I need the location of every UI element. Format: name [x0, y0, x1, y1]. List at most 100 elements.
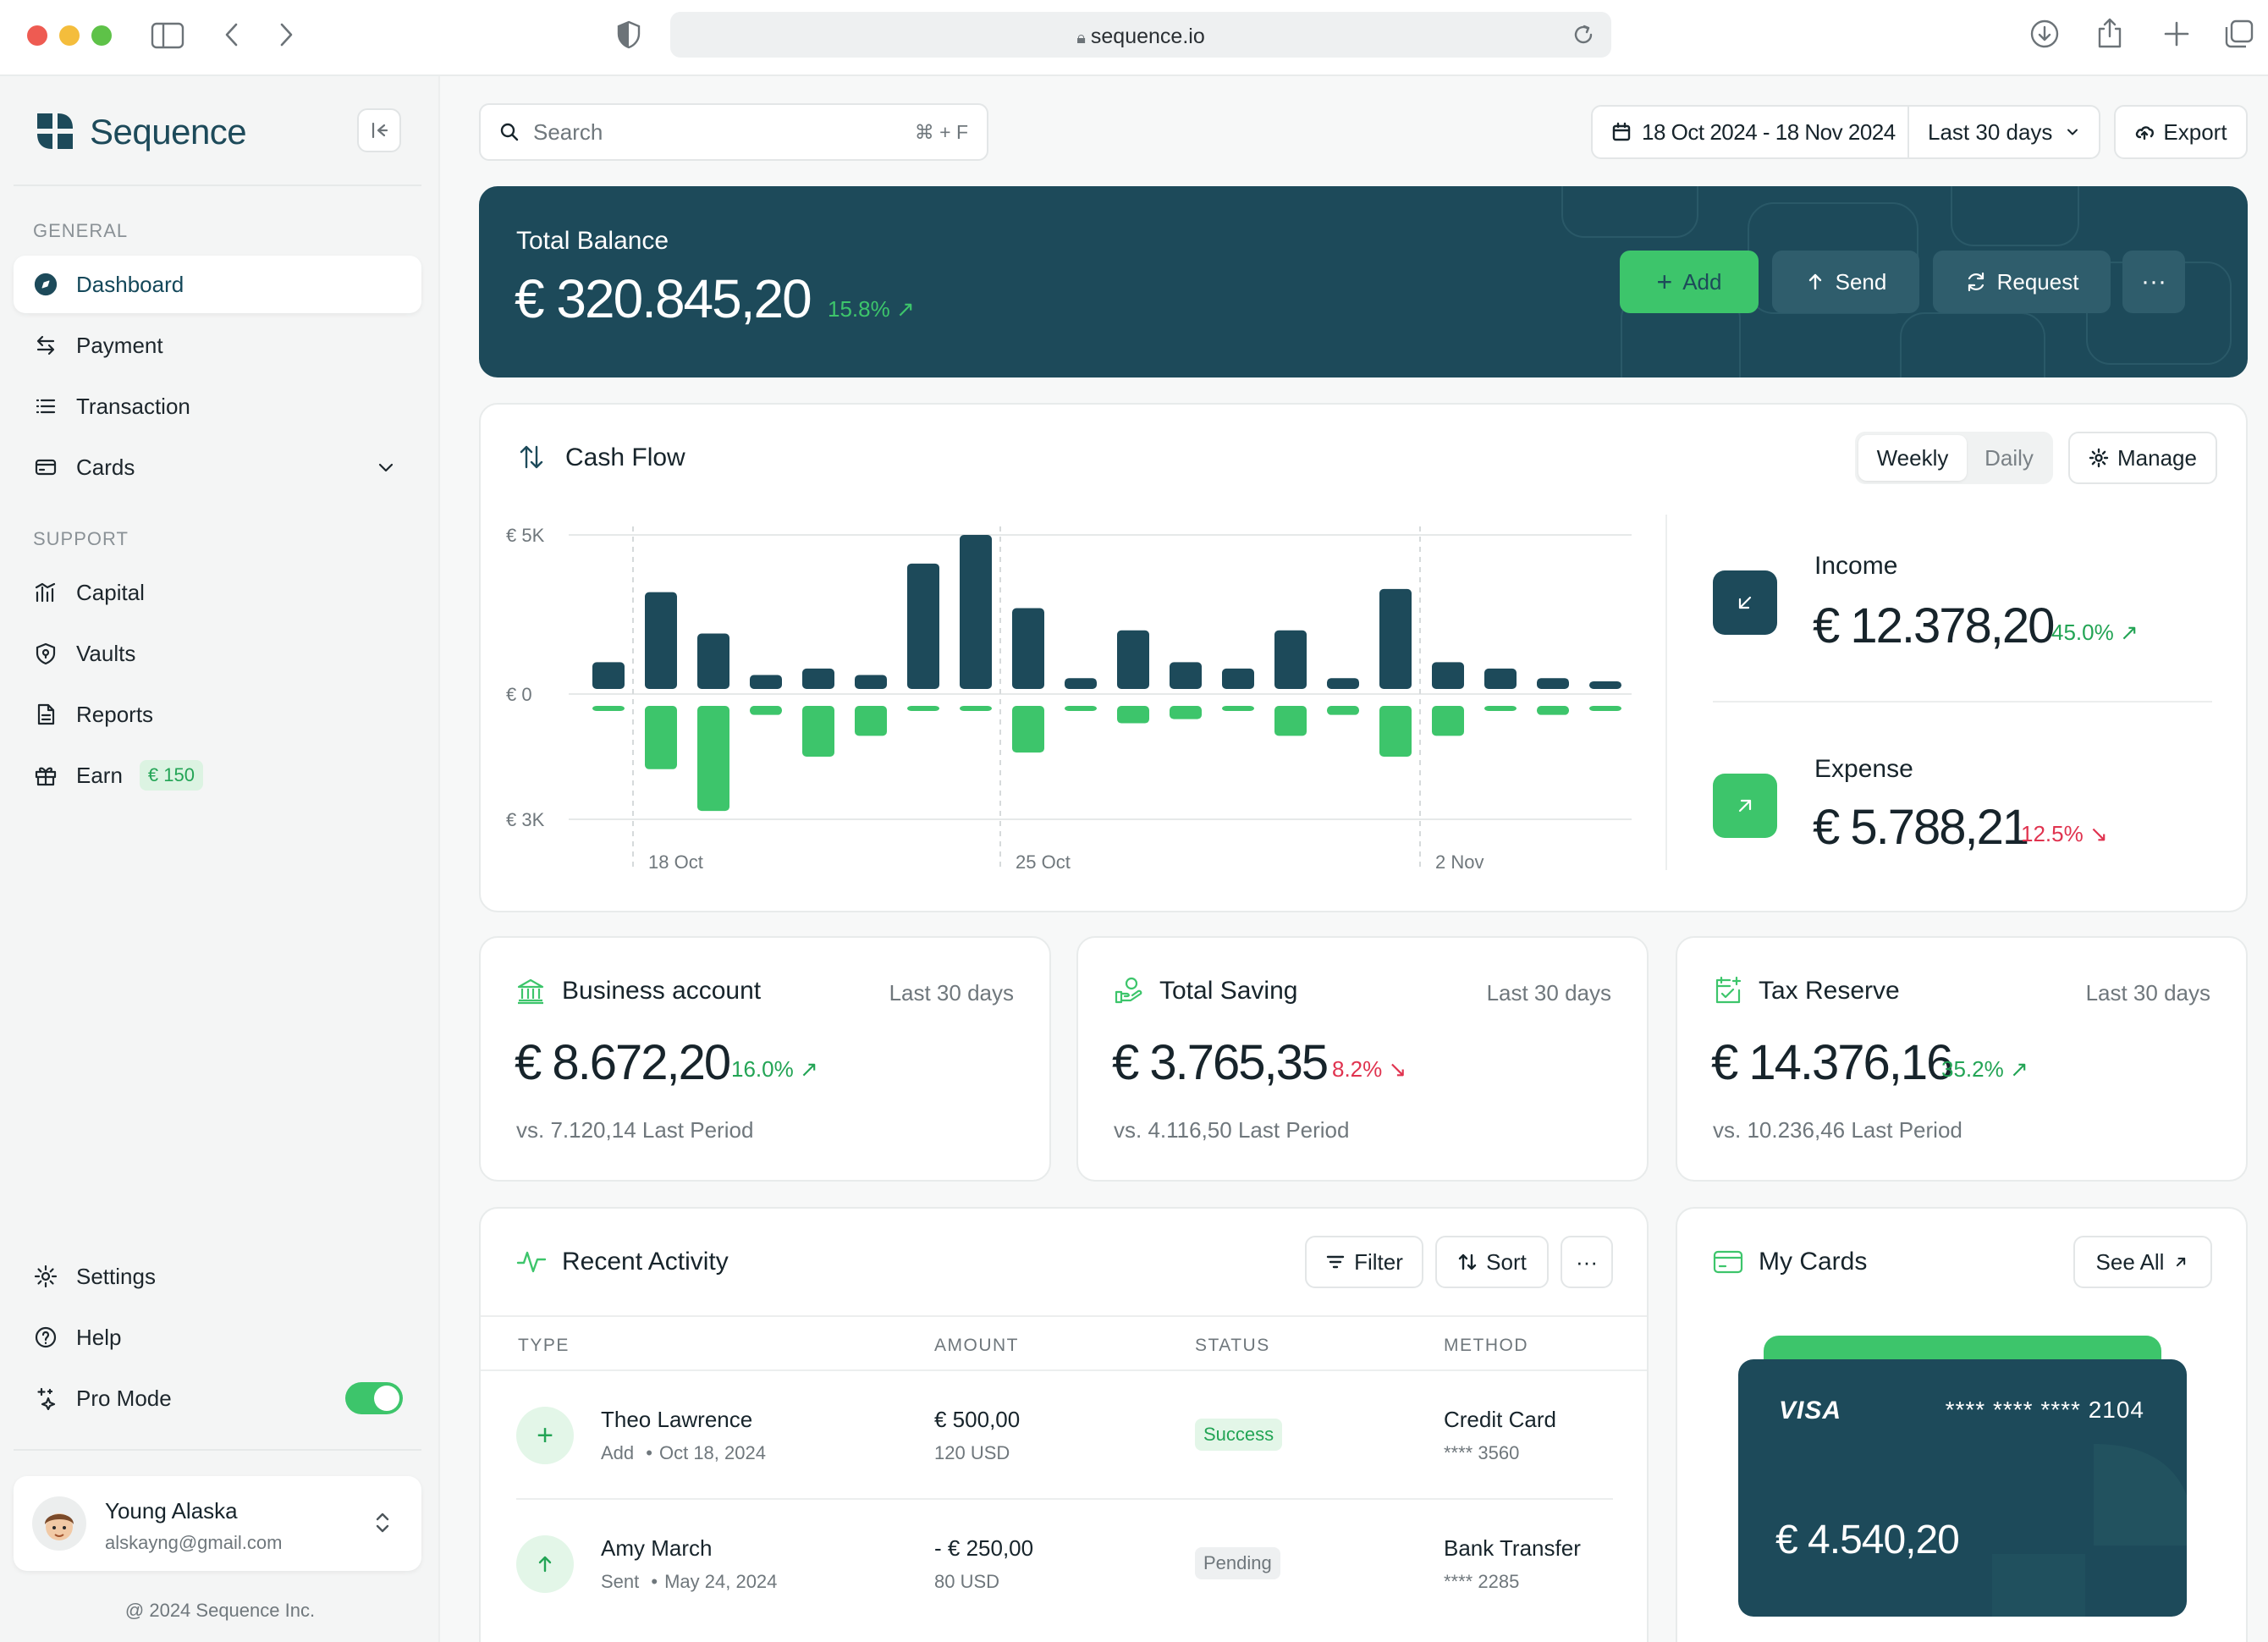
- avatar-face-icon: [45, 1513, 74, 1540]
- date-range-picker[interactable]: 18 Oct 2024 - 18 Nov 2024 Last 30 days: [1591, 105, 2100, 159]
- card-title: Total Saving: [1159, 977, 1298, 1005]
- send-button[interactable]: Send: [1772, 251, 1919, 313]
- arrow-down-left-icon: [1738, 596, 1752, 609]
- collapse-sidebar-button[interactable]: [357, 108, 401, 152]
- credit-card-icon: [1713, 1250, 1743, 1274]
- sidebar-item-transaction[interactable]: Transaction: [14, 377, 421, 435]
- business-account-card[interactable]: Business account Last 30 days € 8.672,20…: [479, 936, 1051, 1182]
- share-icon[interactable]: [2095, 17, 2124, 49]
- row-meta: Sent • May 24, 2024: [601, 1571, 778, 1592]
- maximize-window-button[interactable]: [91, 25, 112, 46]
- ellipsis-icon: ···: [2141, 267, 2166, 295]
- expense-bar: [1170, 706, 1202, 719]
- divider: [481, 1315, 1647, 1317]
- table-row[interactable]: Amy March Sent • May 24, 2024 - € 250,00 …: [481, 1500, 1647, 1627]
- divider: [481, 1369, 1647, 1371]
- see-all-button[interactable]: See All: [2073, 1236, 2212, 1288]
- general-section-label: GENERAL: [33, 220, 129, 241]
- expense-bar: [1065, 706, 1097, 711]
- sidebar-item-label: Earn: [76, 762, 123, 788]
- sidebar-item-reports[interactable]: Reports: [14, 686, 421, 743]
- sidebar-toggle-icon[interactable]: [151, 22, 184, 49]
- sidebar-item-help[interactable]: Help: [14, 1309, 421, 1366]
- card-title: Tax Reserve: [1759, 977, 1900, 1005]
- total-balance-card: Total Balance € 320.845,20 15.8% ↗ + Add …: [479, 186, 2248, 377]
- card-change: 8.2% ↘: [1332, 1056, 1407, 1082]
- daily-tab[interactable]: Daily: [1984, 444, 2034, 471]
- income-bar: [1222, 668, 1254, 689]
- income-bar: [907, 563, 939, 689]
- income-bar: [1012, 608, 1044, 689]
- user-profile-card[interactable]: Young Alaska alskayng@gmail.com: [14, 1476, 421, 1571]
- income-amount: € 12.378,20: [1813, 598, 2055, 653]
- income-icon-box: [1713, 570, 1777, 635]
- address-bar[interactable]: 🔒︎ sequence.io: [670, 12, 1611, 58]
- sort-button[interactable]: Sort: [1435, 1236, 1549, 1288]
- capital-chart-icon: [35, 582, 56, 603]
- forward-icon[interactable]: [278, 22, 295, 47]
- expense-bar: [1484, 706, 1517, 711]
- card-amount: € 3.765,35: [1112, 1035, 1329, 1090]
- cash-flow-chart: € 5K € 0 € 3K 18 Oct 25 Oct 2 Nov: [506, 525, 1632, 873]
- visa-card[interactable]: VISA **** **** **** 2104 € 4.540,20: [1738, 1359, 2187, 1617]
- my-cards-title: My Cards: [1759, 1248, 1868, 1276]
- sidebar-item-payment[interactable]: Payment: [14, 317, 421, 374]
- privacy-shield-icon[interactable]: [616, 20, 641, 49]
- row-amount: - € 250,00: [934, 1535, 1034, 1561]
- request-button[interactable]: Request: [1933, 251, 2111, 313]
- filter-button[interactable]: Filter: [1305, 1236, 1423, 1288]
- export-button[interactable]: Export: [2114, 105, 2248, 159]
- download-icon[interactable]: [2029, 19, 2060, 49]
- expense-bar: [1432, 706, 1464, 736]
- collapse-left-icon: [372, 122, 388, 139]
- refresh-icon: [1968, 272, 1984, 292]
- sort-arrows-icon: [520, 445, 543, 469]
- savings-hand-icon: [1115, 977, 1142, 1004]
- card-change: 16.0% ↗: [731, 1056, 818, 1082]
- search-input[interactable]: Search ⌘ + F: [479, 103, 988, 161]
- table-row[interactable]: + Theo Lawrence Add • Oct 18, 2024 € 500,…: [481, 1371, 1647, 1498]
- y-tick-label: € 5K: [506, 525, 545, 546]
- expense-bar: [592, 706, 625, 711]
- sidebar-item-dashboard[interactable]: Dashboard: [14, 256, 421, 313]
- total-saving-card[interactable]: Total Saving Last 30 days € 3.765,35 8.2…: [1076, 936, 1649, 1182]
- recent-activity-card: Recent Activity Filter Sort ··· TYPE AMO…: [479, 1207, 1649, 1642]
- income-bar: [960, 535, 992, 689]
- weekly-tab[interactable]: Weekly: [1858, 435, 1967, 481]
- sidebar-item-earn[interactable]: Earn € 150: [14, 747, 421, 804]
- chevron-updown-icon[interactable]: [374, 1510, 391, 1535]
- minimize-window-button[interactable]: [59, 25, 80, 46]
- date-range-button[interactable]: 18 Oct 2024 - 18 Nov 2024: [1593, 107, 1909, 157]
- sidebar-item-pro-mode[interactable]: Pro Mode: [14, 1369, 421, 1427]
- tab-overview-icon[interactable]: [2224, 19, 2254, 49]
- row-method-sub: **** 2285: [1444, 1571, 1520, 1592]
- gear-icon: [2089, 448, 2109, 468]
- sidebar-item-label: Reports: [76, 701, 154, 727]
- period-select[interactable]: Last 30 days: [1909, 107, 2099, 157]
- row-method: Credit Card: [1444, 1407, 1556, 1432]
- activity-more-button[interactable]: ···: [1561, 1236, 1613, 1288]
- expense-bar: [855, 706, 887, 736]
- back-icon[interactable]: [223, 22, 240, 47]
- sidebar-item-capital[interactable]: Capital: [14, 564, 421, 621]
- filter-label: Filter: [1354, 1248, 1403, 1275]
- avatar: [32, 1496, 86, 1551]
- close-window-button[interactable]: [27, 25, 47, 46]
- manage-button[interactable]: Manage: [2068, 432, 2217, 484]
- income-bar: [1170, 662, 1202, 689]
- arrow-up-right-icon: ↗: [799, 1056, 818, 1082]
- sidebar-item-cards[interactable]: Cards: [14, 438, 421, 496]
- sidebar-item-vaults[interactable]: Vaults: [14, 625, 421, 682]
- income-label: Income: [1814, 552, 1898, 580]
- swap-arrows-icon: [36, 335, 55, 355]
- pro-mode-toggle[interactable]: [345, 1382, 403, 1414]
- sidebar-item-settings[interactable]: Settings: [14, 1248, 421, 1305]
- add-button[interactable]: + Add: [1620, 251, 1759, 313]
- new-tab-icon[interactable]: [2163, 20, 2190, 47]
- card-amount: € 8.672,20: [515, 1035, 731, 1090]
- tax-reserve-card[interactable]: Tax Reserve Last 30 days € 14.376,16 35.…: [1676, 936, 2248, 1182]
- column-header-method: METHOD: [1444, 1336, 1528, 1355]
- reload-icon[interactable]: [1572, 24, 1594, 46]
- income-bar: [645, 592, 677, 689]
- more-options-button[interactable]: ···: [2122, 251, 2185, 313]
